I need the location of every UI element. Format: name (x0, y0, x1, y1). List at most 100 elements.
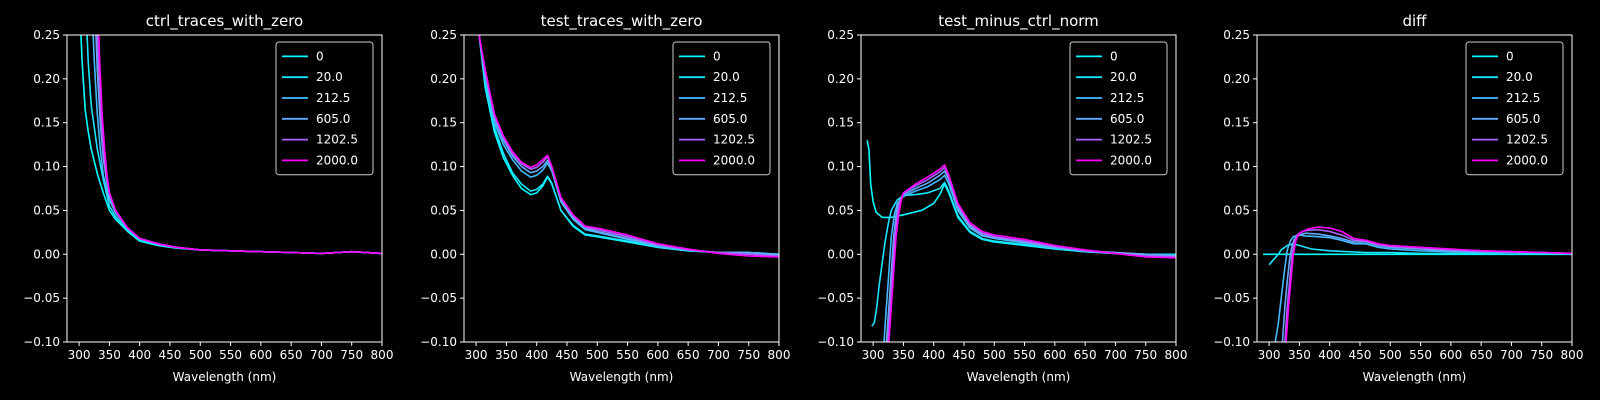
panel-0: 300 350 400 450 500 550 600 650 700 750 800 −0.10 −0… (23, 12, 394, 384)
y-tick-label: −0.05 (23, 291, 60, 305)
y-tick-label: 0.05 (430, 203, 457, 217)
legend-box (1465, 41, 1564, 176)
series-group (866, 140, 1176, 342)
series-group (478, 35, 779, 258)
y-tick-label: 0.20 (430, 72, 457, 86)
x-tick-label: 800 (1165, 348, 1188, 362)
y-tick-label: 0.05 (1223, 203, 1250, 217)
y-tick-label: 0.05 (827, 203, 854, 217)
legend-entry: 605.0 (713, 112, 747, 126)
y-tick-label: −0.10 (420, 335, 457, 349)
x-tick-label: 450 (1349, 348, 1372, 362)
x-tick-label: 300 (68, 348, 91, 362)
x-tick-label: 550 (1013, 348, 1036, 362)
y-tick-label: 0.15 (430, 116, 457, 130)
axes-frame (66, 34, 383, 343)
y-tick-label: 0.10 (827, 160, 854, 174)
x-tick-label: 500 (586, 348, 609, 362)
series-group (80, 35, 382, 255)
x-tick-label: 650 (1074, 348, 1097, 362)
x-tick-label: 700 (1500, 348, 1523, 362)
series-line-4 (1284, 228, 1572, 342)
x-tick-label: 400 (922, 348, 945, 362)
x-tick-label: 500 (1379, 348, 1402, 362)
legend-entry: 605.0 (1506, 112, 1540, 126)
x-tick-label: 450 (159, 348, 182, 362)
legend: 0 20.0 212.5 605.0 1202.5 2000.0 (1069, 41, 1168, 176)
series-line-3 (1281, 232, 1572, 342)
chart-title: ctrl_traces_with_zero (146, 12, 303, 31)
panel-1: 300 350 400 450 500 550 600 650 700 750 800 −0.10 −0… (420, 12, 790, 384)
y-tick-label: 0.25 (430, 28, 457, 42)
x-tick-label: 350 (892, 348, 915, 362)
x-axis-label: Wavelength (nm) (570, 370, 674, 384)
series-line-3 (885, 170, 1176, 342)
x-tick-label: 650 (1470, 348, 1493, 362)
legend-entry: 1202.5 (1506, 133, 1548, 147)
y-tick-label: 0.25 (33, 28, 60, 42)
series-line-5 (478, 35, 779, 258)
x-tick-label: 750 (340, 348, 363, 362)
x-tick-label: 350 (495, 348, 518, 362)
x-tick-label: 750 (1530, 348, 1553, 362)
series-line-1 (871, 181, 1176, 327)
legend-entry: 1202.5 (713, 133, 755, 147)
series-line-2 (883, 174, 1176, 342)
legend-entry: 2000.0 (1110, 153, 1152, 167)
y-tick-label: 0.15 (33, 116, 60, 130)
chart-title: diff (1402, 12, 1427, 30)
x-tick-label: 300 (862, 348, 885, 362)
legend-entry: 212.5 (1110, 91, 1144, 105)
y-tick-label: 0.15 (827, 116, 854, 130)
legend-entry: 2000.0 (1506, 153, 1548, 167)
x-tick-label: 650 (280, 348, 303, 362)
x-tick-label: 800 (1561, 348, 1584, 362)
axes-frame (1256, 34, 1573, 343)
series-line-5 (98, 35, 382, 255)
chart-title: test_minus_ctrl_norm (938, 12, 1099, 31)
x-tick-label: 800 (371, 348, 394, 362)
y-tick-label: 0.15 (1223, 116, 1250, 130)
y-tick-label: −0.05 (420, 291, 457, 305)
x-axis-label: Wavelength (nm) (173, 370, 277, 384)
y-tick-label: −0.05 (817, 291, 854, 305)
x-axis-label: Wavelength (nm) (1363, 370, 1467, 384)
legend-entry: 20.0 (316, 70, 343, 84)
series-group (1263, 226, 1572, 342)
legend-entry: 0 (316, 49, 324, 63)
y-tick-label: 0.10 (430, 160, 457, 174)
legend-box (672, 41, 771, 176)
y-tick-label: 0.20 (1223, 72, 1250, 86)
legend-entry: 20.0 (1506, 70, 1533, 84)
series-line-4 (886, 166, 1176, 342)
x-tick-label: 400 (1318, 348, 1341, 362)
axes-frame (860, 34, 1177, 343)
y-tick-label: 0.00 (1223, 247, 1250, 261)
x-tick-label: 400 (525, 348, 548, 362)
legend-box (1069, 41, 1168, 176)
x-tick-label: 600 (646, 348, 669, 362)
legend-entry: 20.0 (1110, 70, 1137, 84)
y-tick-label: −0.05 (1213, 291, 1250, 305)
legend-entry: 605.0 (316, 112, 350, 126)
legend-entry: 0 (1110, 49, 1118, 63)
series-line-5 (1285, 226, 1572, 342)
axes-frame (463, 34, 780, 343)
legend: 0 20.0 212.5 605.0 1202.5 2000.0 (1465, 41, 1564, 176)
legend-entry: 2000.0 (316, 153, 358, 167)
y-tick-label: 0.05 (33, 203, 60, 217)
legend-entry: 0 (1506, 49, 1514, 63)
x-tick-label: 500 (189, 348, 212, 362)
legend-entry: 1202.5 (1110, 133, 1152, 147)
x-tick-label: 750 (1134, 348, 1157, 362)
y-tick-label: 0.00 (33, 247, 60, 261)
y-tick-label: 0.10 (1223, 160, 1250, 174)
legend: 0 20.0 212.5 605.0 1202.5 2000.0 (672, 41, 771, 176)
x-tick-label: 550 (1409, 348, 1432, 362)
legend-entry: 212.5 (1506, 91, 1540, 105)
legend-entry: 212.5 (316, 91, 350, 105)
x-tick-label: 550 (616, 348, 639, 362)
legend: 0 20.0 212.5 605.0 1202.5 2000.0 (275, 41, 374, 176)
y-tick-label: 0.00 (430, 247, 457, 261)
